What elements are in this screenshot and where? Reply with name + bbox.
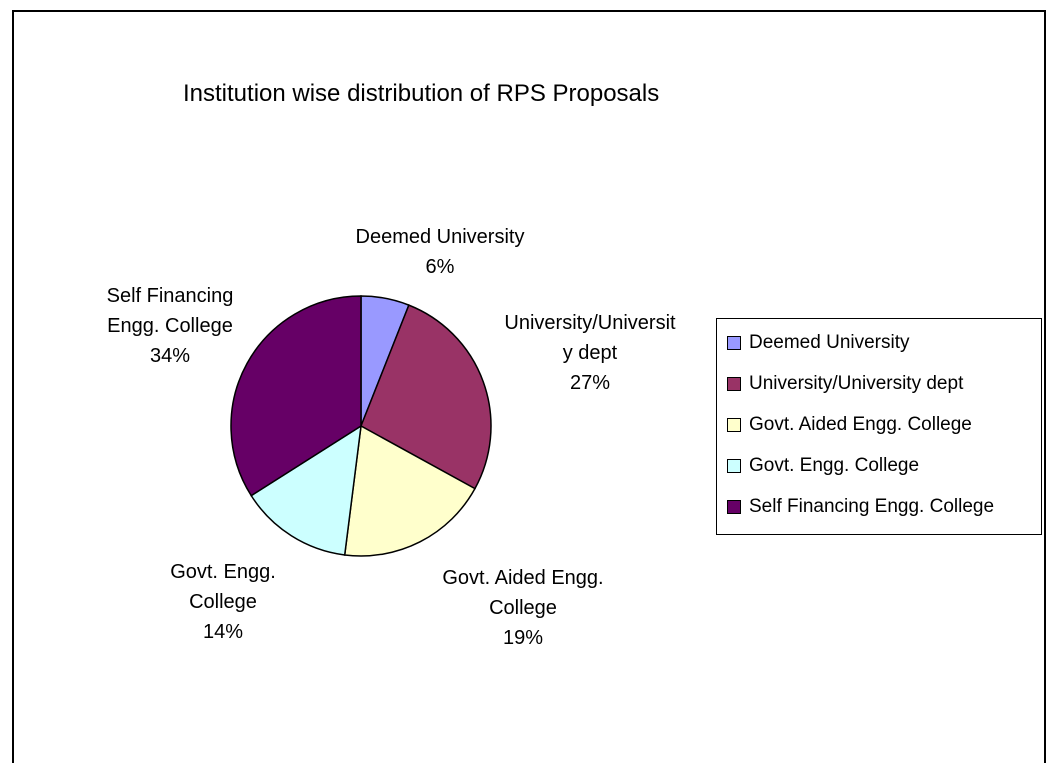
legend-item-self-financing-engg-college: Self Financing Engg. College (727, 493, 994, 521)
chart-frame (12, 10, 1046, 763)
slice-label-university-dept: University/Universit y dept 27% (504, 312, 676, 394)
pie-slice-university-dept (360, 304, 492, 490)
legend-swatch-govt-aided-engg-college (727, 418, 741, 432)
slice-label-deemed-university: Deemed University 6% (355, 226, 525, 278)
pie-slice-self-financing-engg-college (230, 295, 362, 497)
legend: Deemed University University/University … (716, 318, 1042, 535)
legend-swatch-deemed-university (727, 336, 741, 350)
legend-label-self-financing-engg-college: Self Financing Engg. College (749, 496, 995, 517)
legend-label-govt-engg-college: Govt. Engg. College (749, 455, 920, 476)
slice-label-govt-aided-engg-college: Govt. Aided Engg. College 19% (442, 567, 604, 649)
legend-swatch-self-financing-engg-college (727, 500, 741, 514)
slice-label-self-financing-engg-college: Self Financing Engg. College 34% (106, 285, 234, 367)
legend-item-govt-aided-engg-college: Govt. Aided Engg. College (727, 411, 972, 439)
legend-label-govt-aided-engg-college: Govt. Aided Engg. College (749, 414, 972, 435)
legend-swatch-govt-engg-college (727, 459, 741, 473)
legend-item-university-dept: University/University dept (727, 370, 963, 398)
pie-slice-govt-engg-college (250, 424, 362, 556)
pie-slice-govt-aided-engg-college (343, 424, 476, 557)
legend-item-govt-engg-college: Govt. Engg. College (727, 452, 919, 480)
legend-label-university-dept: University/University dept (749, 373, 964, 394)
slice-label-govt-engg-college: Govt. Engg. College 14% (170, 561, 276, 643)
legend-item-deemed-university: Deemed University (727, 329, 910, 357)
legend-label-deemed-university: Deemed University (749, 332, 910, 353)
legend-swatch-university-dept (727, 377, 741, 391)
chart-title: Institution wise distribution of RPS Pro… (183, 80, 660, 107)
